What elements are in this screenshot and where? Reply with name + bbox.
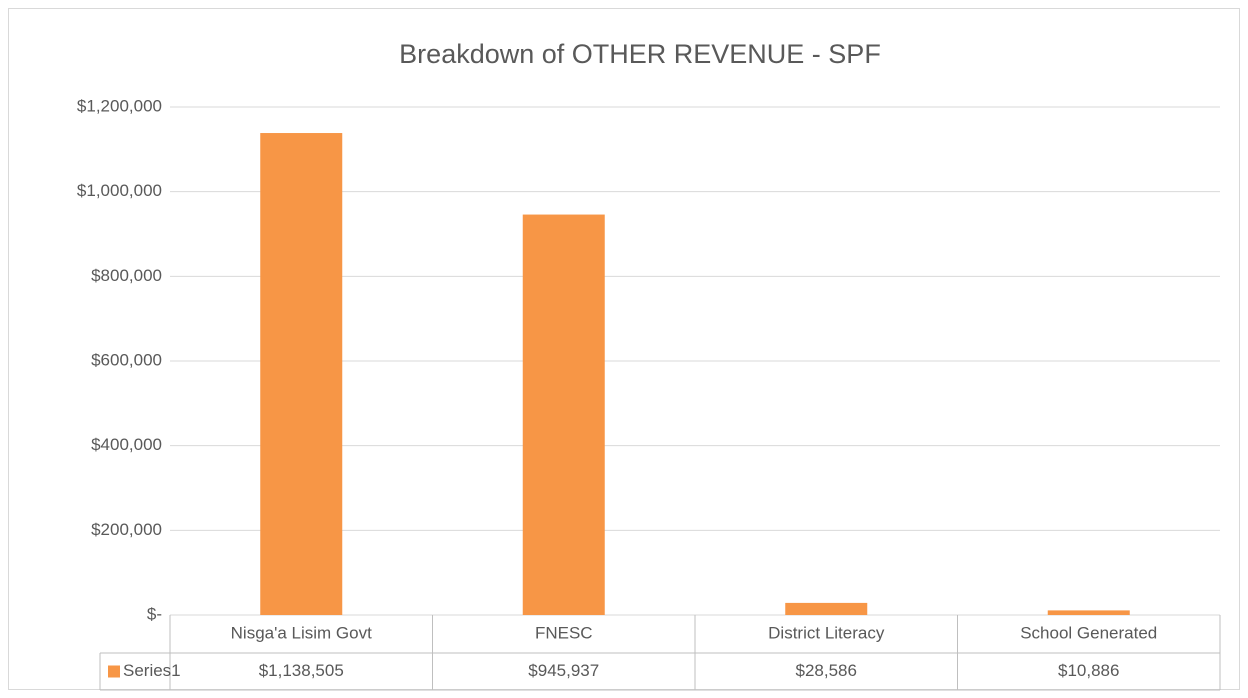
y-tick-label: $400,000 [91,435,162,454]
x-tick-label: FNESC [535,623,593,642]
data-label: $1,138,505 [259,661,344,680]
x-tick-label: School Generated [1020,623,1157,642]
y-tick-label: $1,200,000 [77,96,162,115]
y-tick-label: $- [147,604,162,623]
bar [522,214,605,615]
y-tick-label: $800,000 [91,266,162,285]
data-label: $10,886 [1058,661,1119,680]
y-tick-label: $200,000 [91,520,162,539]
legend-swatch [108,665,120,678]
bar [260,133,343,615]
y-tick-label: $600,000 [91,350,162,369]
legend-label: Series1 [123,661,181,680]
chart-title: Breakdown of OTHER REVENUE - SPF [399,39,881,69]
y-tick-label: $1,000,000 [77,181,162,200]
bar [785,602,868,615]
chart-border [8,8,1240,690]
data-label: $28,586 [796,661,857,680]
data-label: $945,937 [528,661,599,680]
x-tick-label: District Literacy [768,623,885,642]
bar [1047,610,1130,615]
x-tick-label: Nisga'a Lisim Govt [231,623,372,642]
